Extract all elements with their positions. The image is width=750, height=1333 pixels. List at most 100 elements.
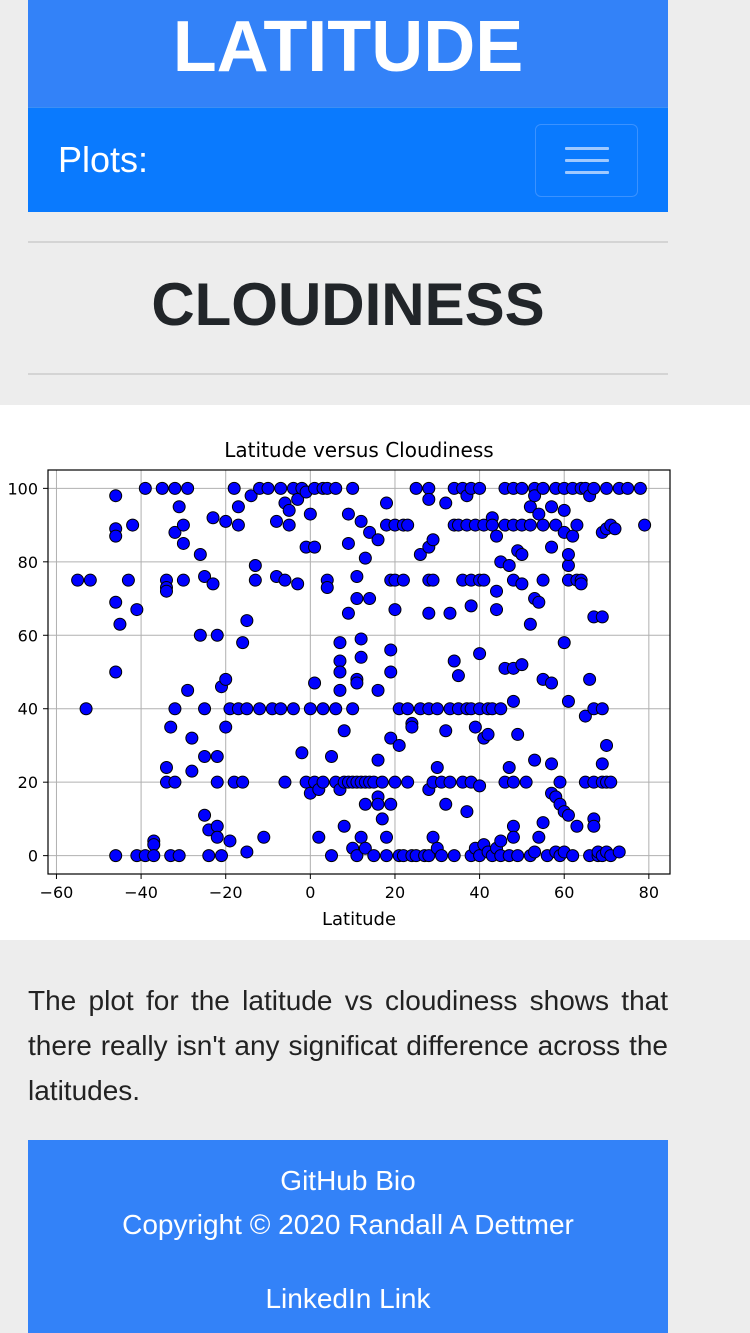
data-point <box>219 720 233 734</box>
data-point <box>549 518 563 532</box>
data-point <box>380 849 394 863</box>
data-point <box>409 481 423 495</box>
data-point <box>185 731 199 745</box>
hamburger-icon <box>564 146 609 150</box>
data-point <box>375 775 389 789</box>
data-point <box>490 584 504 598</box>
data-point <box>181 481 195 495</box>
data-point <box>198 702 212 716</box>
github-link[interactable]: GitHub Bio <box>280 1165 416 1196</box>
data-point <box>308 540 322 554</box>
data-point <box>341 536 355 550</box>
navbar: Plots: <box>28 107 668 212</box>
data-point <box>109 489 123 503</box>
data-point <box>494 834 508 848</box>
data-point <box>278 573 292 587</box>
x-tick-label: −40 <box>124 883 158 902</box>
data-point <box>413 547 427 561</box>
y-tick-label: 0 <box>28 847 38 866</box>
data-point <box>337 724 351 738</box>
divider-top <box>28 241 668 243</box>
data-point <box>109 665 123 679</box>
data-point <box>354 830 368 844</box>
data-point <box>341 507 355 521</box>
data-point <box>333 665 347 679</box>
data-point <box>210 628 224 642</box>
plot-panel: −60 −40 −20 0 20 40 60 80 0 20 40 60 80 100 Latitude v… <box>0 405 750 940</box>
y-tick-label: 40 <box>18 700 38 719</box>
data-point <box>240 702 254 716</box>
navbar-toggle-button[interactable] <box>535 123 638 197</box>
data-point <box>473 647 487 661</box>
data-point <box>261 481 275 495</box>
data-point <box>388 603 402 617</box>
data-point <box>583 672 597 686</box>
data-point <box>430 702 444 716</box>
data-point <box>324 749 338 763</box>
data-point <box>206 577 220 591</box>
header-banner: LATITUDE <box>28 0 668 107</box>
data-point <box>333 683 347 697</box>
data-point <box>587 819 601 833</box>
data-point <box>545 757 559 771</box>
data-point <box>536 816 550 830</box>
data-point <box>244 489 258 503</box>
data-point <box>286 702 300 716</box>
data-point <box>439 724 453 738</box>
data-point <box>257 830 271 844</box>
data-point <box>308 676 322 690</box>
data-point <box>291 492 305 506</box>
data-point <box>210 830 224 844</box>
x-tick-label: 80 <box>639 883 659 902</box>
data-point <box>490 603 504 617</box>
data-point <box>511 727 525 741</box>
data-point <box>468 720 482 734</box>
data-point <box>274 702 288 716</box>
data-point <box>545 500 559 514</box>
data-point <box>502 760 516 774</box>
data-point <box>316 775 330 789</box>
data-point <box>329 702 343 716</box>
data-point <box>168 525 182 539</box>
data-point <box>401 702 415 716</box>
data-point <box>532 507 546 521</box>
data-point <box>451 669 465 683</box>
data-point <box>371 533 385 547</box>
data-point <box>473 779 487 793</box>
data-point <box>612 845 626 859</box>
data-point <box>401 518 415 532</box>
data-point <box>350 592 364 606</box>
scatter-chart: −60 −40 −20 0 20 40 60 80 0 20 40 60 80 100 Latitude v… <box>7 438 671 930</box>
linkedin-link[interactable]: LinkedIn Link <box>265 1283 431 1314</box>
data-point <box>278 775 292 789</box>
data-point <box>320 581 334 595</box>
data-point <box>130 603 144 617</box>
data-point <box>83 573 97 587</box>
data-point <box>561 694 575 708</box>
data-point <box>202 849 216 863</box>
data-point <box>574 577 588 591</box>
data-point <box>384 665 398 679</box>
data-point <box>346 702 360 716</box>
x-tick-label: −60 <box>40 883 74 902</box>
data-point <box>248 573 262 587</box>
data-point <box>159 760 173 774</box>
navbar-brand[interactable]: Plots: <box>58 139 149 180</box>
data-point <box>350 676 364 690</box>
data-point <box>506 830 520 844</box>
data-point <box>566 849 580 863</box>
data-point <box>71 573 85 587</box>
data-point <box>595 757 609 771</box>
data-point <box>371 683 385 697</box>
data-point <box>219 514 233 528</box>
plot-description: The plot for the latitude vs cloudiness … <box>28 985 668 1106</box>
data-point <box>185 764 199 778</box>
data-point <box>561 558 575 572</box>
data-point <box>561 547 575 561</box>
data-point <box>473 481 487 495</box>
data-point <box>477 573 491 587</box>
data-point <box>295 746 309 760</box>
data-point <box>312 830 326 844</box>
data-point <box>566 529 580 543</box>
section-title: CLOUDINESS <box>151 271 545 338</box>
